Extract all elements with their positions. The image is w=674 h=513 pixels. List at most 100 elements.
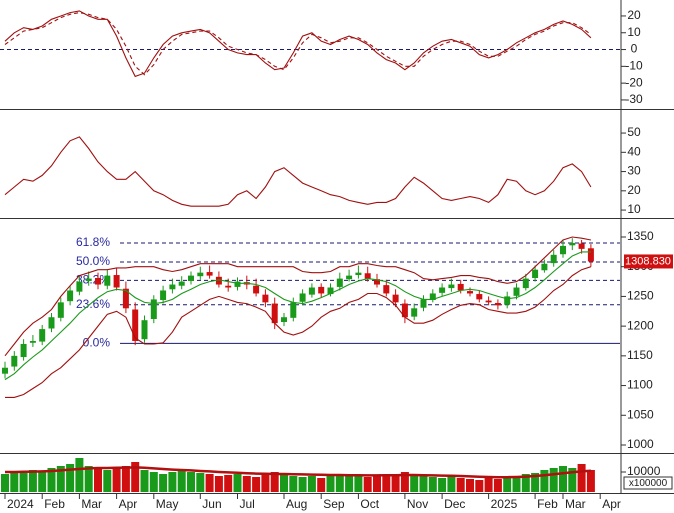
candle-body (2, 367, 8, 374)
y-tick-label: -30 (625, 92, 643, 106)
series-line (4, 136, 592, 207)
y-tick-label: 10 (627, 25, 641, 39)
candle-body (522, 278, 529, 289)
volume-bar (577, 464, 586, 492)
series-line (4, 12, 592, 76)
volume-bar (187, 472, 195, 492)
candle-body (11, 355, 18, 367)
x-tick-label: Feb (537, 497, 558, 511)
x-tick-label: Mar (81, 497, 102, 511)
volume-bar (428, 477, 437, 492)
y-tick-label: 40 (627, 144, 641, 158)
candle-body (578, 243, 585, 249)
x-tick-label: Jul (240, 497, 255, 511)
candle-body (392, 294, 399, 303)
volume-bar (1, 474, 9, 492)
volume-bar (493, 479, 502, 492)
candle-body (225, 285, 232, 288)
volume-bar (252, 477, 261, 492)
candle-body (374, 279, 380, 285)
x-tick-label: Dec (444, 497, 465, 511)
candle-body (401, 303, 408, 318)
volume-bar (94, 468, 102, 492)
volume-bar (317, 478, 326, 492)
fib-label: 23.6% (76, 297, 110, 311)
candle-body (178, 281, 185, 286)
y-tick-label: 1200 (627, 318, 654, 332)
candle-body (206, 272, 213, 276)
candle-body (48, 317, 55, 329)
x-tick-label: May (156, 497, 179, 511)
candle-body (318, 286, 325, 294)
volume-bar (400, 472, 409, 492)
candle-body (271, 303, 278, 324)
y-tick-label: 1000 (627, 437, 654, 451)
volume-bar (354, 476, 363, 492)
y-tick-label: 0 (631, 42, 638, 56)
candle-body (67, 290, 74, 302)
volume-bar (559, 466, 567, 492)
volume-bar (121, 466, 130, 492)
volume-bar (214, 476, 223, 492)
volume-bar (75, 458, 84, 492)
x-tick-label: Feb (44, 497, 65, 511)
y-tick-label: 1350 (627, 229, 654, 243)
candle-body (364, 273, 371, 279)
candle-body (132, 309, 139, 341)
candle-body (346, 275, 353, 280)
volume-bar (391, 475, 400, 492)
fib-label: 38.2% (76, 273, 110, 287)
volume-bar (512, 476, 521, 492)
volume-bar (131, 462, 140, 492)
volume-bar (289, 476, 298, 492)
candle-body (281, 317, 287, 322)
volume-bar (447, 476, 456, 492)
volume-bar (549, 468, 558, 492)
volume-bar (456, 478, 465, 492)
candle-body (299, 293, 306, 302)
candle-body (560, 245, 566, 255)
volume-bar (168, 472, 177, 492)
volume-bar (335, 474, 344, 492)
volume-bar (586, 470, 595, 492)
candle-body (336, 278, 343, 287)
volume-bar (270, 472, 279, 492)
volume-bar (224, 475, 233, 492)
candle-body (197, 272, 204, 277)
candle-body (411, 308, 418, 317)
x-tick-label: 2024 (7, 497, 34, 511)
volume-bar (38, 472, 47, 492)
price-marker-label: 1308.830 (625, 255, 671, 267)
y-tick-label: 1150 (627, 348, 653, 362)
candle-body (308, 287, 315, 295)
volume-bar (419, 476, 428, 492)
candle-body (327, 287, 334, 295)
volume-bar (149, 472, 158, 492)
y-tick-label: 20 (627, 8, 641, 22)
candle-body (39, 329, 46, 342)
volume-bar (326, 476, 335, 492)
candle-body (467, 291, 473, 294)
unit-box (623, 476, 673, 490)
volume-bar (410, 474, 419, 492)
y-tick-label: 1050 (627, 407, 654, 421)
candle-body (76, 281, 83, 292)
volume-bar (298, 477, 307, 492)
candle-body (188, 275, 194, 281)
fib-label: 61.8% (76, 235, 110, 249)
candle-body (141, 320, 148, 340)
series-line (4, 251, 591, 381)
candle-body (290, 302, 297, 318)
candle-body (150, 299, 157, 320)
volume-bar (47, 468, 56, 492)
volume-bar (280, 473, 288, 492)
volume-bar (307, 476, 316, 492)
candle-body (262, 294, 269, 303)
volume-bar (66, 464, 75, 492)
candle-body (429, 293, 436, 300)
candle-body (20, 343, 27, 358)
candle-body (476, 294, 483, 300)
y-tick-label: 10000 (627, 464, 661, 478)
volume-bar (484, 478, 493, 492)
